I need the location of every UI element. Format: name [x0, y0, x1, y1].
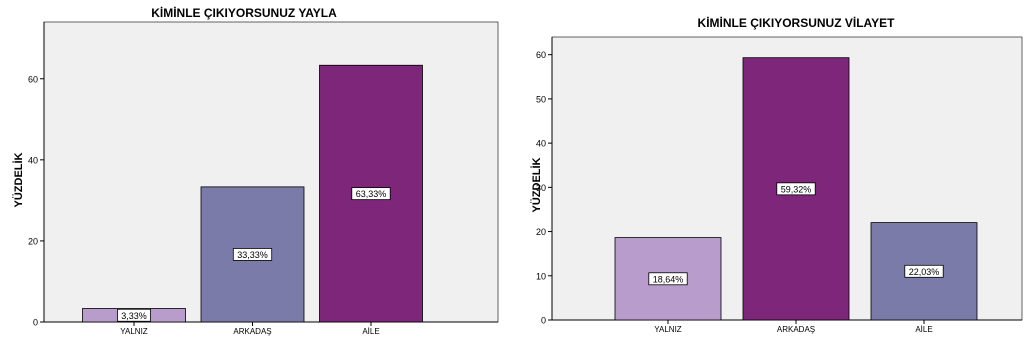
x-tick-label: AİLE	[915, 325, 932, 334]
data-label-box	[904, 264, 944, 278]
data-label-text: 63,33%	[356, 189, 387, 199]
chart-yayla-svg: KİMİNLE ÇIKIYORSUNUZ YAYLA YÜZDELİK 0 20 4…	[12, 5, 499, 336]
chart-title: KİMİNLE ÇIKIYORSUNUZ VİLAYET	[698, 15, 896, 30]
chart-vilayet-svg: KİMİNLE ÇIKIYORSUNUZ VİLAYET YÜZDELİK 0 1…	[530, 15, 1023, 334]
y-tick-label: 30	[536, 183, 546, 193]
y-ticks: 0 10 20 30 40 50 60	[536, 50, 552, 326]
data-label-box	[776, 182, 816, 196]
y-tick-label: 20	[536, 227, 546, 237]
data-label-box	[232, 248, 273, 261]
y-axis-label: YÜZDELİK	[12, 152, 25, 207]
data-label-text: 22,03%	[909, 267, 940, 277]
y-tick-label: 50	[536, 94, 546, 104]
data-label-text: 18,64%	[653, 274, 684, 284]
chart-title: KİMİNLE ÇIKIYORSUNUZ YAYLA	[151, 5, 337, 20]
category-labels: YALNIZ ARKADAŞ AİLE	[654, 320, 933, 334]
data-label: 18,64%	[648, 272, 688, 286]
y-tick-label: 40	[536, 139, 546, 149]
data-label-box	[351, 187, 391, 201]
data-label: 3,33%	[117, 308, 151, 322]
data-label: 33,33%	[232, 248, 273, 261]
y-tick-label: 0	[33, 318, 38, 328]
y-tick-label: 20	[28, 236, 38, 246]
x-tick-label: ARKADAŞ	[233, 327, 271, 336]
data-label: 59,32%	[776, 182, 816, 196]
data-label-box	[117, 308, 151, 322]
data-label-text: 33,33%	[237, 250, 268, 260]
data-labels: 18,64% 59,32% 22,03%	[648, 182, 944, 286]
x-tick-label: YALNIZ	[654, 325, 682, 334]
x-tick-label: AİLE	[362, 327, 379, 336]
data-label-text: 3,33%	[121, 311, 147, 321]
x-tick-label: YALNIZ	[120, 327, 148, 336]
y-tick-label: 40	[28, 155, 38, 165]
data-label-text: 59,32%	[781, 184, 812, 194]
category-labels: YALNIZ ARKADAŞ AİLE	[120, 322, 380, 336]
chart-vilayet: KİMİNLE ÇIKIYORSUNUZ VİLAYET YÜZDELİK 0 1…	[512, 0, 1025, 342]
y-tick-label: 60	[28, 74, 38, 84]
y-tick-label: 0	[541, 316, 546, 326]
data-label-box	[648, 272, 688, 286]
y-tick-label: 10	[536, 271, 546, 281]
data-label: 22,03%	[904, 264, 944, 278]
x-tick-label: ARKADAŞ	[777, 325, 815, 334]
data-labels: 3,33% 33,33% 63,33%	[117, 187, 391, 322]
y-axis-label: YÜZDELİK	[530, 157, 543, 212]
chart-yayla: KİMİNLE ÇIKIYORSUNUZ YAYLA YÜZDELİK 0 20 4…	[0, 0, 500, 342]
data-label: 63,33%	[351, 187, 391, 201]
y-ticks: 0 20 40 60	[28, 74, 44, 328]
y-tick-label: 60	[536, 50, 546, 60]
